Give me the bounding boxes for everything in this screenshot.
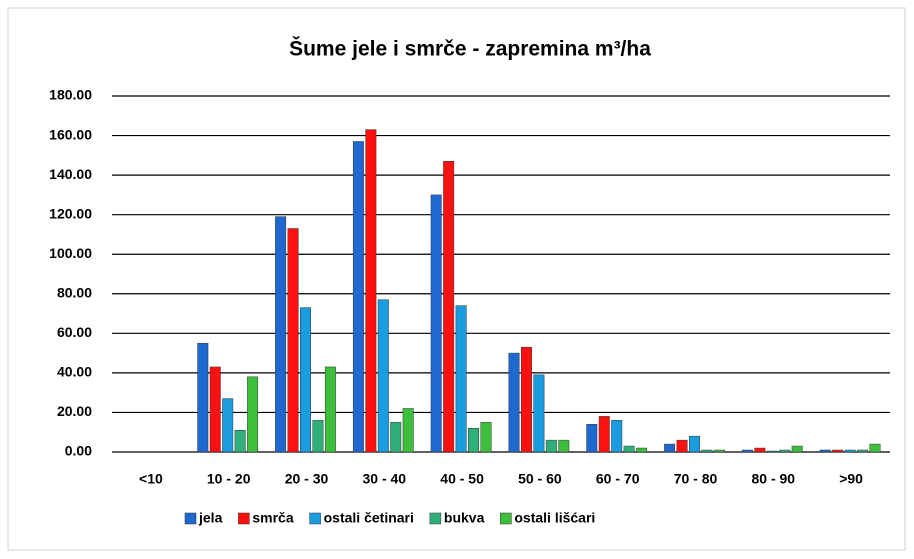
bar — [791, 445, 803, 453]
x-tick-label: >90 — [839, 471, 863, 487]
bar — [468, 428, 480, 453]
bar — [689, 435, 700, 453]
legend-swatch — [500, 512, 512, 525]
bar — [558, 439, 570, 453]
y-tick-label: 120.00 — [49, 205, 92, 221]
y-tick-label: 40.00 — [57, 364, 92, 380]
bar — [598, 416, 610, 453]
legend-label: ostali četinari — [324, 510, 414, 526]
y-tick-label: 180.00 — [49, 87, 92, 103]
bar — [390, 422, 402, 453]
bar — [377, 299, 389, 453]
bar — [611, 420, 623, 453]
legend-label: ostali lišćari — [514, 510, 595, 526]
bar — [480, 422, 492, 453]
legend-swatch — [309, 512, 321, 525]
x-tick-label: 80 - 90 — [752, 471, 796, 487]
bar — [819, 449, 831, 453]
bar — [533, 374, 545, 453]
bar — [545, 439, 557, 453]
bar — [312, 420, 324, 453]
bar — [222, 398, 234, 453]
legend-swatch — [429, 512, 442, 525]
bar — [287, 228, 299, 453]
bar — [508, 352, 520, 453]
legend-label: smrča — [252, 510, 293, 526]
y-tick-label: 160.00 — [49, 126, 92, 142]
bar — [402, 408, 414, 453]
bar — [586, 424, 598, 453]
bar — [430, 194, 442, 453]
y-tick-label: 20.00 — [57, 403, 92, 419]
bar — [520, 346, 532, 453]
y-tick-label: 60.00 — [57, 324, 92, 340]
x-tick-label: 50 - 60 — [518, 471, 562, 487]
bar — [832, 449, 844, 453]
bar — [779, 449, 791, 453]
legend-label: jela — [198, 510, 223, 526]
bar — [664, 443, 676, 453]
chart-frame — [7, 7, 906, 551]
legend-swatch — [184, 512, 197, 525]
bar — [766, 450, 778, 453]
x-tick-label: 40 - 50 — [440, 471, 484, 487]
x-tick-label: <10 — [139, 471, 163, 487]
y-tick-label: 0.00 — [65, 443, 92, 459]
bar — [197, 342, 209, 453]
legend-swatch — [238, 512, 250, 525]
legend-label: bukva — [444, 510, 485, 526]
x-tick-label: 20 - 30 — [285, 471, 329, 487]
x-tick-label: 30 - 40 — [363, 471, 407, 487]
bar — [234, 429, 246, 453]
bar — [676, 439, 688, 453]
y-tick-label: 80.00 — [57, 284, 92, 300]
bar — [701, 449, 713, 453]
y-tick-label: 100.00 — [49, 245, 92, 261]
bar — [324, 366, 336, 453]
bar — [455, 305, 467, 453]
bar — [869, 443, 881, 453]
x-tick-label: 70 - 80 — [674, 471, 718, 487]
bar — [443, 161, 455, 453]
bar — [713, 449, 725, 453]
x-tick-label: 60 - 70 — [596, 471, 640, 487]
chart-title: Šume jele i smrče - zapremina m³/ha — [289, 37, 651, 61]
bar — [636, 447, 648, 453]
bar — [623, 445, 635, 453]
y-tick-label: 140.00 — [49, 166, 92, 182]
bar — [300, 307, 311, 453]
bar — [857, 449, 869, 453]
bar — [365, 129, 377, 453]
bar — [754, 447, 766, 453]
bar — [741, 449, 753, 453]
bar — [275, 216, 287, 453]
bar — [247, 376, 259, 453]
bar — [352, 141, 364, 453]
bar — [844, 449, 856, 453]
x-tick-label: 10 - 20 — [207, 471, 251, 487]
bar — [209, 366, 221, 453]
